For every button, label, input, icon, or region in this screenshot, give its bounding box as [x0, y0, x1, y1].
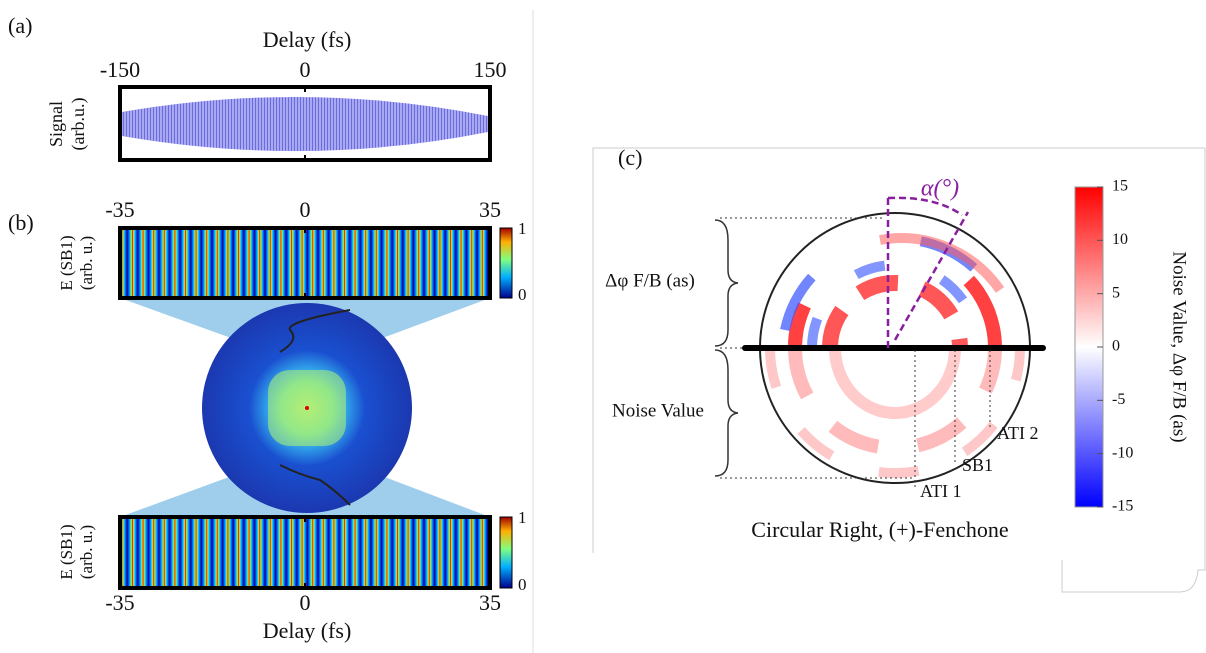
- colorbar-tick-label: 10: [1112, 231, 1128, 248]
- angle-label: α(°): [921, 176, 959, 202]
- colorbar-tick-label: 0: [1112, 338, 1120, 355]
- caption: Circular Right, (+)-Fenchone: [751, 517, 1008, 542]
- zoom-edge: [279, 464, 351, 506]
- y-label: E (SB1) (arb. u.): [57, 524, 96, 579]
- colorbar-tick-label: 1: [518, 219, 527, 238]
- ring-label: ATI 1: [920, 481, 962, 501]
- brace-label: Noise Value: [612, 400, 704, 421]
- y-label-line: Signal: [46, 101, 66, 147]
- x-tick-label: 0: [300, 590, 311, 615]
- y-label: Signal (arb.u.): [46, 98, 89, 151]
- angle-indicator: [886, 196, 970, 348]
- brace: [714, 219, 739, 347]
- zoom-edge: [279, 309, 351, 353]
- y-label-line: E (SB1): [57, 524, 76, 579]
- ring-pattern: [765, 233, 1025, 478]
- panel-label: (b): [8, 210, 34, 235]
- colorbar: [499, 516, 513, 589]
- x-tick-label: 0: [300, 197, 311, 222]
- colorbar-tick-label: -15: [1112, 498, 1133, 515]
- colorbar-tick-label: -10: [1112, 444, 1133, 461]
- panel-label: (c): [618, 145, 642, 170]
- colorbar: [499, 227, 513, 299]
- colorbar-tick-label: -5: [1112, 391, 1125, 408]
- colorbar-tick-label: 5: [1112, 284, 1120, 301]
- ticks: -35 0 35 -35 0 35 1 0 1 0: [105, 197, 526, 615]
- plot-frame: [118, 515, 492, 590]
- colorbar-tick-label: 15: [1112, 178, 1128, 195]
- x-tick-label: 0: [300, 57, 311, 82]
- brace-label: Δφ F/B (as): [605, 270, 695, 291]
- y-label-line: E (SB1): [57, 235, 76, 290]
- x-tick-label: -35: [105, 197, 134, 222]
- signal-trace: [122, 96, 488, 152]
- x-tick-label: 35: [479, 590, 501, 615]
- y-label-line: (arb.u.): [68, 98, 89, 151]
- center-dot: [305, 406, 309, 410]
- colorbar-tick-label: 1: [518, 508, 527, 527]
- guide-lines: [720, 217, 991, 490]
- y-label-line: (arb. u.): [77, 236, 96, 290]
- x-tick-label: -35: [105, 590, 134, 615]
- x-label: Delay (fs): [263, 618, 352, 643]
- x-tick-label: 150: [474, 57, 507, 82]
- colorbar-ticks: 15 10 5 0 -5 -10 -15: [1097, 178, 1133, 515]
- y-label: E (SB1) (arb. u.): [57, 235, 96, 290]
- panel-label: (a): [8, 13, 32, 38]
- colorbar-tick-label: 0: [518, 285, 527, 304]
- plot-frame: [118, 85, 492, 162]
- x-tick-label: 35: [479, 197, 501, 222]
- panel-frame: [592, 147, 1206, 593]
- colorbar-tick-label: 0: [518, 575, 527, 594]
- y-label-line: (arb. u.): [77, 525, 96, 579]
- plot-frame: [118, 226, 492, 300]
- brace: [714, 349, 739, 477]
- ring-label: ATI 2: [997, 423, 1039, 443]
- x-label: Delay (fs): [263, 27, 352, 52]
- colorbar-label: Noise Value, Δφ F/B (as): [1169, 251, 1190, 442]
- ring-label: SB1: [962, 455, 993, 475]
- x-tick-label: -150: [100, 57, 140, 82]
